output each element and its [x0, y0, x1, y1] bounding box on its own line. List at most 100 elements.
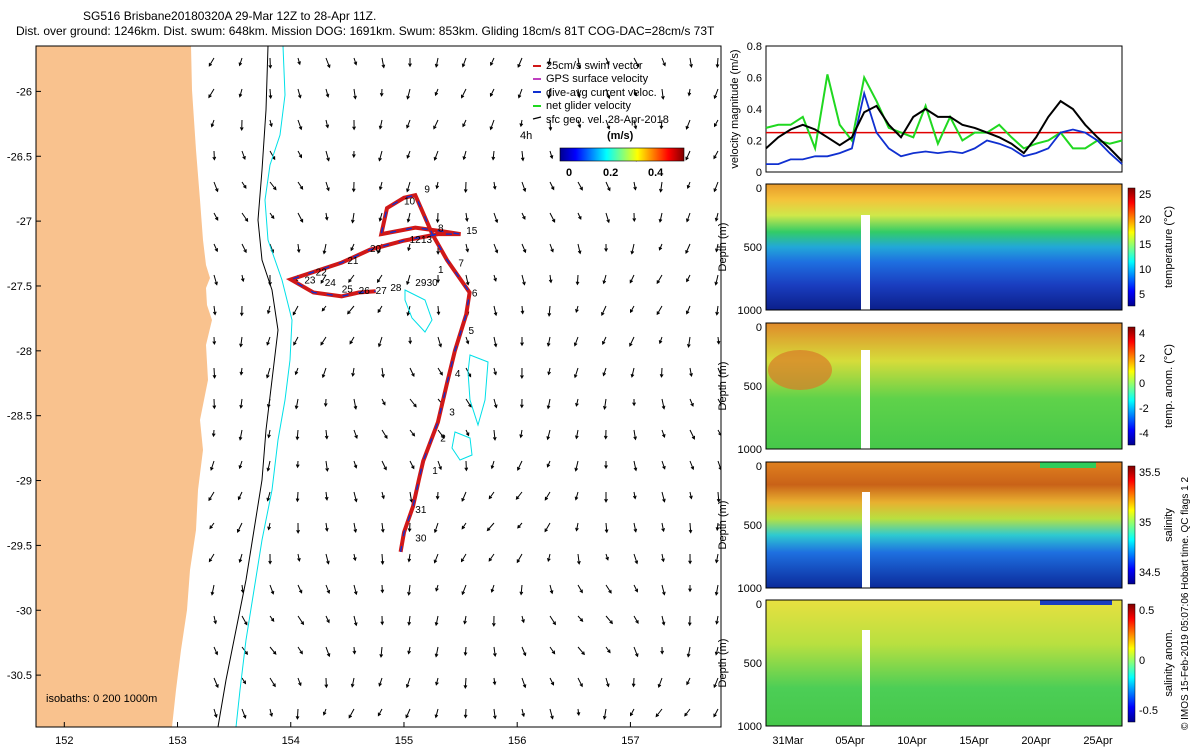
velocity-arrow [241, 677, 247, 685]
velocity-arrow [349, 336, 355, 345]
velocity-arrow [210, 584, 215, 596]
velocity-arrow [238, 553, 243, 564]
velocity-arrow [434, 57, 439, 68]
velocity-arrow [213, 212, 219, 221]
velocity-arrow [434, 708, 439, 719]
map-xtick-5: 157 [621, 735, 639, 747]
velocity-arrow [324, 491, 329, 501]
velocity-arrow [689, 460, 695, 471]
velocity-arrow [605, 212, 610, 224]
velocity-arrow [236, 522, 243, 533]
velocity-arrow [465, 429, 470, 437]
depth-ylabel-0: Depth (m) [717, 223, 729, 272]
velocity-arrow [461, 57, 467, 68]
velocity-arrow [409, 367, 415, 378]
speed-ytick-1: 0.2 [747, 136, 762, 148]
velocity-arrow [630, 305, 635, 314]
header-line-2: Dist. over ground: 1246km. Dist. swum: 6… [16, 24, 715, 38]
velocity-arrow [267, 522, 271, 531]
velocity-arrow [689, 491, 693, 500]
velocity-arrow [208, 88, 215, 99]
velocity-arrow [659, 367, 664, 378]
velocity-arrow [212, 150, 217, 161]
salinity-gap [862, 492, 870, 588]
velocity-arrow [713, 677, 719, 689]
velocity-arrow [239, 398, 243, 409]
day-label: 7 [458, 259, 464, 270]
velocity-arrow [629, 274, 635, 284]
velocity-arrow [490, 57, 495, 67]
velocity-arrow [269, 615, 275, 622]
legend-time-label: 4h [520, 130, 532, 142]
isobath-seamount-1 [404, 289, 433, 333]
velocity-arrow [715, 57, 720, 69]
colorbar-tick-0: 0 [566, 167, 572, 179]
velocity-arrow [212, 305, 217, 316]
velocity-arrow [630, 243, 635, 255]
velocity-arrow [297, 88, 302, 99]
velocity-arrow [714, 212, 719, 222]
colorbar-tick: 10 [1139, 264, 1151, 276]
velocity-arrow [378, 119, 383, 130]
velocity-arrow [549, 212, 556, 223]
map-xtick-2: 154 [282, 735, 300, 747]
velocity-arrow [657, 677, 663, 688]
velocity-arrow [686, 646, 691, 658]
velocity-arrow [353, 615, 358, 627]
velocity-arrow [434, 646, 439, 658]
velocity-arrow [577, 212, 582, 220]
panel-temp-anomaly [765, 322, 1136, 450]
salinity-surface-fresh [1040, 462, 1096, 468]
day-label: 10 [404, 196, 416, 207]
velocity-arrow [492, 181, 497, 190]
depth-tick: 0 [756, 599, 762, 611]
temp-anomaly-frame [765, 322, 1123, 450]
velocity-arrow [465, 336, 470, 345]
velocity-arrow [549, 708, 554, 720]
velocity-arrow [406, 212, 411, 223]
velocity-arrow [325, 522, 329, 532]
velocity-arrow [515, 491, 523, 500]
map-ytick-4: -28 [16, 346, 32, 358]
velocity-arrow [240, 274, 245, 283]
salinity-anomaly-gap [862, 630, 870, 726]
velocity-arrow [239, 336, 243, 348]
velocity-arrow [605, 88, 611, 100]
velocity-arrow [407, 243, 411, 252]
day-label: 8 [438, 223, 444, 234]
velocity-arrow [353, 398, 358, 410]
velocity-arrow [605, 181, 611, 192]
velocity-arrow [210, 119, 215, 128]
temperature-colorbar [1127, 187, 1136, 307]
velocity-arrow [266, 336, 271, 346]
legend-geo-swatch [532, 116, 542, 120]
time-tick-1: 05Apr [835, 735, 865, 747]
velocity-arrow [463, 615, 467, 625]
velocity-arrow [377, 708, 383, 717]
velocity-arrow [493, 305, 498, 317]
velocity-arrow [519, 429, 523, 439]
salinity-anomaly-frame [765, 599, 1123, 727]
velocity-arrow [377, 336, 383, 348]
velocity-arrow [406, 88, 411, 100]
velocity-arrow [549, 677, 555, 686]
colorbar-tick: 2 [1139, 353, 1145, 365]
velocity-arrow [549, 181, 555, 191]
velocity-arrow [688, 522, 693, 534]
day-label: 25 [342, 284, 354, 295]
velocity-arrow [661, 522, 665, 533]
velocity-arrow [407, 646, 411, 655]
velocity-arrow [380, 522, 385, 533]
colorbar-tick-02: 0.2 [603, 167, 618, 179]
colorbar-tick: -2 [1139, 403, 1149, 415]
velocity-arrow [687, 336, 691, 348]
velocity-arrow [547, 367, 551, 376]
velocity-arrow [351, 181, 356, 193]
velocity-arrow [521, 708, 525, 718]
velocity-arrow [212, 398, 217, 410]
velocity-arrow [521, 212, 526, 220]
velocity-arrow [239, 367, 244, 376]
velocity-arrow [376, 274, 383, 283]
velocity-arrow [433, 119, 439, 130]
depth-tick: 500 [744, 381, 762, 393]
